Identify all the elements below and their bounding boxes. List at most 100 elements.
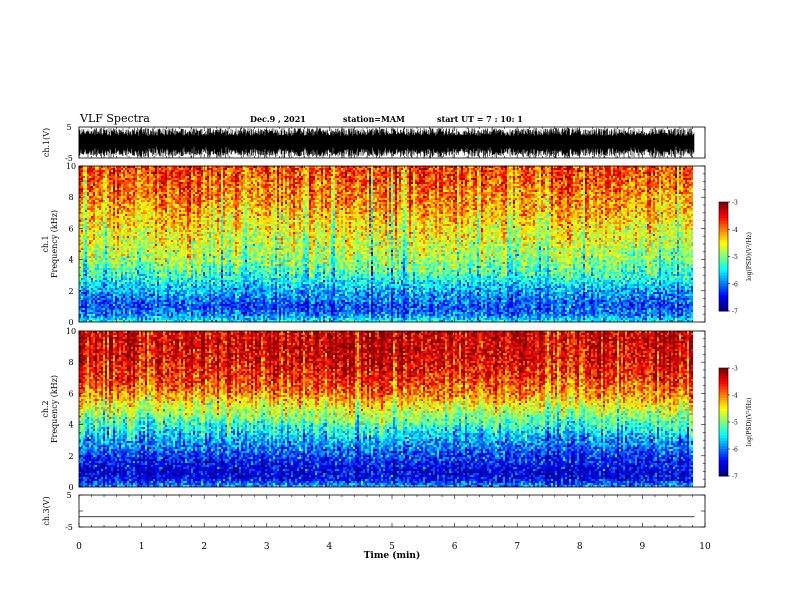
ch1-colorbar-segment <box>719 267 728 271</box>
ch2-colorbar-segment <box>719 370 728 374</box>
ch1-colorbar-segment <box>719 242 728 247</box>
ch1-colorbar-segment <box>719 245 728 249</box>
ch2-colorbar-segment <box>719 378 728 382</box>
ch2-colorbar-segment <box>719 432 728 436</box>
ch2-colorbar-segment <box>719 422 728 426</box>
ch2-colorbar-segment <box>719 389 728 393</box>
ch2-colorbar-segment <box>719 446 728 450</box>
ch1-y-tick-label: 10 <box>66 162 76 171</box>
ch2-colorbar-tick-label: -5 <box>732 420 738 427</box>
ch2-colorbar-segment <box>719 395 728 399</box>
ch1-colorbar-segment <box>719 300 728 304</box>
ch2-colorbar-segment <box>719 368 728 372</box>
ch1-colorbar-segment <box>719 302 728 307</box>
ch1-colorbar-segment <box>719 212 728 217</box>
ch3-y-tick-label: 5 <box>66 491 71 500</box>
ch1-colorbar-segment <box>719 215 728 219</box>
ch2-colorbar-tick-label: -6 <box>732 447 738 454</box>
ch1-colorbar-segment <box>719 291 728 296</box>
ch1-colorbar-segment <box>719 231 728 236</box>
ch2-colorbar-tick-label: -7 <box>732 474 738 481</box>
ch1-y-tick-label: 2 <box>68 287 73 296</box>
ch2-colorbar-segment <box>719 373 728 377</box>
ch2-y-tick-label: 4 <box>68 421 73 430</box>
ch1-colorbar-segment <box>719 253 728 257</box>
ch2-colorbar-label: log(PSD)(V²/Hz) <box>746 398 753 447</box>
ch3-y-tick-label: -5 <box>65 523 73 532</box>
ch1-colorbar-segment <box>719 229 728 233</box>
ch1-colorbar-segment <box>719 202 728 206</box>
ch1-y-axis-label: ch.1(V) <box>42 128 51 157</box>
ch1-colorbar-segment <box>719 294 728 298</box>
ch1-y-tick-label: 5 <box>66 123 71 132</box>
ch1-colorbar-segment <box>719 226 728 230</box>
ch1-colorbar-segment <box>719 204 728 208</box>
ch1-y-axis-label: Frequency (kHz) <box>50 210 59 278</box>
ch1-colorbar-segment <box>719 275 728 279</box>
ch2-colorbar-segment <box>719 411 728 415</box>
ch1-colorbar-segment <box>719 259 728 263</box>
ch3-y-axis-label: ch.3(V) <box>42 496 51 525</box>
ch2-y-axis-channel-label: ch.2 <box>41 400 50 417</box>
ch2-colorbar-segment <box>719 413 728 418</box>
ch2-colorbar-segment <box>719 454 728 458</box>
ch2-colorbar-segment <box>719 381 728 385</box>
ch2-colorbar-segment <box>719 427 728 431</box>
ch2-y-tick-label: 8 <box>68 358 73 367</box>
x-tick-label: 10 <box>699 542 711 552</box>
ch1-colorbar-segment <box>719 270 728 274</box>
ch1-colorbar-tick-label: -7 <box>732 309 738 316</box>
ch1-colorbar-segment <box>719 305 728 309</box>
ch2-colorbar-segment <box>719 400 728 404</box>
ch2-colorbar-segment <box>719 473 728 477</box>
ch2-colorbar-segment <box>719 435 728 439</box>
ch2-colorbar-segment <box>719 392 728 396</box>
ch2-y-tick-label: 10 <box>66 327 76 336</box>
ch1-colorbar-segment <box>719 207 728 211</box>
ch1-y-tick-label: -5 <box>65 154 73 163</box>
ch2-colorbar-segment <box>719 376 728 380</box>
ch1-colorbar-label: log(PSD)(V²/Hz) <box>746 232 753 281</box>
ch2-colorbar-segment <box>719 443 728 447</box>
ch1-colorbar-tick-label: -5 <box>732 254 738 261</box>
ch2-colorbar-segment <box>719 467 728 472</box>
x-tick-label: 3 <box>264 542 270 552</box>
ch1-colorbar-segment <box>719 289 728 293</box>
x-tick-label: 4 <box>327 542 333 552</box>
ch1-colorbar-segment <box>719 283 728 287</box>
ch1-colorbar-segment <box>719 234 728 238</box>
ch1-colorbar-segment <box>719 251 728 255</box>
ch1-colorbar-segment <box>719 240 728 244</box>
ch1-y-tick-label: 8 <box>68 193 73 202</box>
ch2-colorbar-segment <box>719 416 728 420</box>
ch1-colorbar-segment <box>719 286 728 290</box>
ch1-colorbar-segment <box>719 237 728 241</box>
ch2-colorbar-tick-label: -4 <box>732 393 738 400</box>
ch1-colorbar-segment <box>719 221 728 225</box>
ch2-y-axis-label: Frequency (kHz) <box>50 375 59 443</box>
x-tick-label: 7 <box>514 542 520 552</box>
x-tick-label: 9 <box>640 542 646 552</box>
ch1-colorbar-tick-label: -3 <box>732 200 738 207</box>
ch1-colorbar-segment <box>719 248 728 252</box>
ch2-y-tick-label: 2 <box>68 452 73 461</box>
ch2-colorbar-segment <box>719 386 728 391</box>
ch1-colorbar-segment <box>719 272 728 277</box>
x-tick-label: 1 <box>139 542 145 552</box>
ch1-colorbar-segment <box>719 261 728 266</box>
ch2-colorbar-segment <box>719 440 728 445</box>
ch2-y-tick-label: 0 <box>68 483 73 492</box>
ch2-colorbar-segment <box>719 462 728 466</box>
ch1-y-tick-label: 0 <box>68 318 73 327</box>
x-tick-label: 5 <box>389 542 395 552</box>
ch1-colorbar-tick-label: -4 <box>732 227 738 234</box>
ch1-spectrogram-image <box>79 166 693 322</box>
ch2-colorbar-segment <box>719 459 728 463</box>
ch2-spectrogram-image <box>79 331 693 487</box>
ch1-y-axis-channel-label: ch.1 <box>41 235 50 252</box>
x-axis-label: Time (min) <box>364 550 421 561</box>
x-tick-label: 8 <box>577 542 583 552</box>
ch1-colorbar-segment <box>719 308 728 312</box>
ch2-colorbar-segment <box>719 430 728 434</box>
